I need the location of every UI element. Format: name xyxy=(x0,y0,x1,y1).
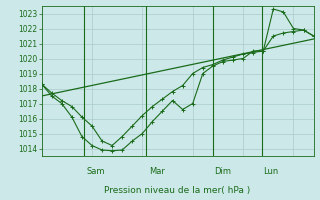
Text: Sam: Sam xyxy=(86,166,105,176)
Text: Dim: Dim xyxy=(214,166,231,176)
Text: Lun: Lun xyxy=(263,166,278,176)
Text: Mar: Mar xyxy=(149,166,165,176)
Text: Pression niveau de la mer( hPa ): Pression niveau de la mer( hPa ) xyxy=(104,186,251,195)
